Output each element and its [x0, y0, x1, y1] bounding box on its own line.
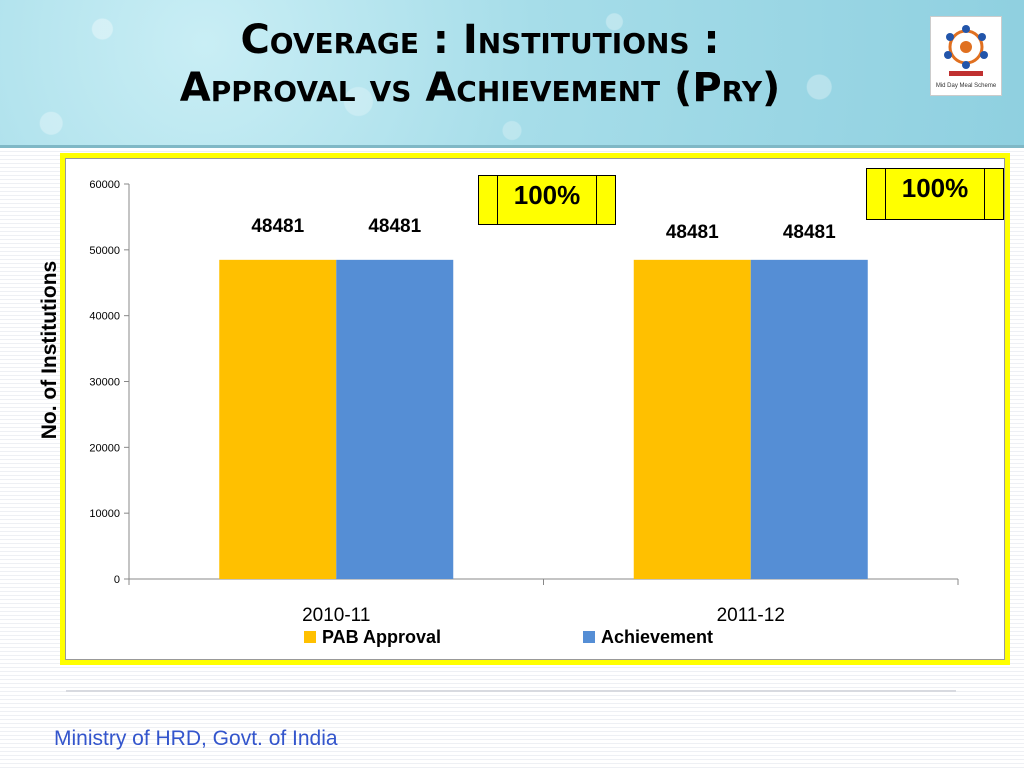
x-category-label: 2010-11: [302, 605, 370, 626]
footer-divider: [66, 690, 956, 692]
data-label: 48481: [251, 216, 304, 237]
legend-swatch-pab-approval: [304, 631, 316, 643]
y-tick-label: 60000: [89, 179, 120, 191]
y-tick-label: 50000: [89, 245, 120, 257]
y-tick-label: 30000: [89, 377, 120, 389]
bar-chart: 0 10000 20000 30000 40000 50000 60000 48481 4848…: [89, 179, 959, 647]
bar-achievement-2011-12: [750, 259, 868, 579]
chart-area: 0 10000 20000 30000 40000 50000 60000 48481 4848…: [65, 158, 1005, 660]
y-tick-label: 20000: [89, 442, 120, 454]
bar-achievement-2010-11: [336, 259, 454, 579]
mid-day-meal-logo: Mid Day Meal Scheme: [930, 16, 1002, 96]
logo-graphic: [944, 25, 988, 76]
legend-label-achievement: Achievement: [601, 627, 713, 647]
y-tick-label: 10000: [89, 508, 120, 520]
bar-pab-approval-2011-12: [633, 259, 751, 579]
y-tick-label: 0: [114, 574, 120, 586]
percent-box-2011-12: 100%: [866, 168, 1004, 220]
legend-label-pab-approval: PAB Approval: [322, 627, 441, 647]
footer-ministry: Ministry of HRD, Govt. of India: [54, 727, 338, 750]
bar-pab-approval-2010-11: [219, 259, 337, 579]
title-line-1: Coverage : Institutions :: [240, 17, 720, 63]
percent-label-2011-12: 100%: [901, 173, 969, 203]
slide-title: Coverage : Institutions : Approval vs Ac…: [60, 16, 900, 112]
title-line-2: Approval vs Achievement (Pry): [179, 65, 781, 111]
x-category-label: 2011-12: [717, 605, 785, 626]
header-banner: Coverage : Institutions : Approval vs Ac…: [0, 0, 1024, 148]
legend-swatch-achievement: [583, 631, 595, 643]
y-axis-title: No. of Institutions: [38, 260, 61, 440]
chart-frame: 0 10000 20000 30000 40000 50000 60000 48481 4848…: [60, 153, 1010, 665]
logo-caption: Mid Day Meal Scheme: [935, 83, 997, 89]
percent-box-2010-11: 100%: [478, 175, 616, 225]
y-tick-label: 40000: [89, 311, 120, 323]
data-label: 48481: [783, 222, 836, 243]
data-label: 48481: [666, 222, 719, 243]
data-label: 48481: [368, 216, 421, 237]
percent-label-2010-11: 100%: [513, 180, 581, 210]
header-background: [0, 0, 1024, 145]
